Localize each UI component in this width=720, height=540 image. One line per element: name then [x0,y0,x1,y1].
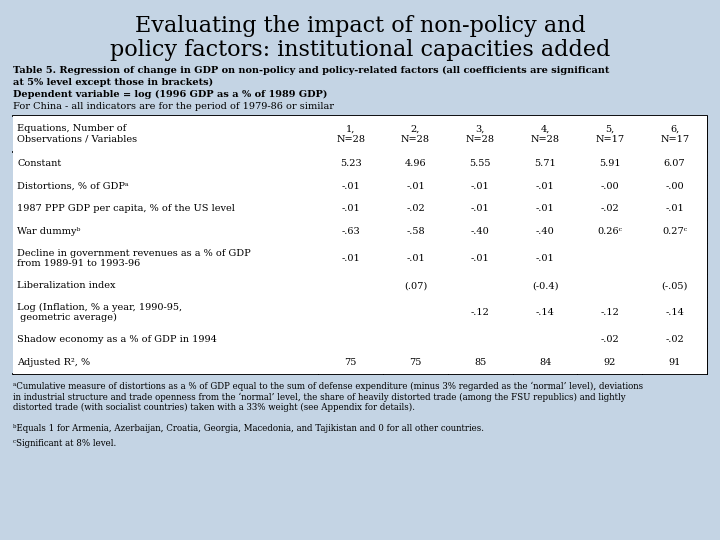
Text: Decline in government revenues as a % of GDP
from 1989-91 to 1993-96: Decline in government revenues as a % of… [17,249,251,268]
Text: 2,
N=28: 2, N=28 [401,124,430,144]
Text: -.40: -.40 [536,227,554,236]
Text: -.01: -.01 [471,205,490,213]
Text: -.00: -.00 [600,182,619,191]
Text: 3,
N=28: 3, N=28 [466,124,495,144]
Text: 85: 85 [474,358,487,367]
Text: 5.23: 5.23 [340,159,361,168]
Text: -.01: -.01 [536,254,554,263]
Text: Dependent variable = log (1996 GDP as a % of 1989 GDP): Dependent variable = log (1996 GDP as a … [13,90,328,99]
Text: -.01: -.01 [471,254,490,263]
Text: 4,
N=28: 4, N=28 [531,124,559,144]
Text: -.12: -.12 [471,308,490,317]
Text: -.02: -.02 [406,205,425,213]
Text: (-.05): (-.05) [662,281,688,290]
Text: -.02: -.02 [600,335,619,344]
Text: -.14: -.14 [536,308,554,317]
Text: -.12: -.12 [600,308,619,317]
Text: 0.27ᶜ: 0.27ᶜ [662,227,687,236]
Text: ᵇEquals 1 for Armenia, Azerbaijan, Croatia, Georgia, Macedonia, and Tajikistan a: ᵇEquals 1 for Armenia, Azerbaijan, Croat… [13,424,484,433]
Text: -.01: -.01 [341,182,360,191]
Text: -.01: -.01 [406,182,425,191]
Text: 5.71: 5.71 [534,159,556,168]
Text: Distortions, % of GDPᵃ: Distortions, % of GDPᵃ [17,182,129,191]
Text: 5.55: 5.55 [469,159,491,168]
Text: -.01: -.01 [536,205,554,213]
Text: -.40: -.40 [471,227,490,236]
Text: -.01: -.01 [341,254,360,263]
Text: 92: 92 [603,358,616,367]
Text: War dummyᵇ: War dummyᵇ [17,227,81,236]
Text: -.01: -.01 [341,205,360,213]
Text: 84: 84 [539,358,552,367]
Text: Shadow economy as a % of GDP in 1994: Shadow economy as a % of GDP in 1994 [17,335,217,344]
Text: Equations, Number of
Observations / Variables: Equations, Number of Observations / Vari… [17,124,138,144]
Text: 5,
N=17: 5, N=17 [595,124,624,144]
Text: -.01: -.01 [406,254,425,263]
Text: 75: 75 [410,358,422,367]
Text: (-0.4): (-0.4) [532,281,558,290]
Text: 1987 PPP GDP per capita, % of the US level: 1987 PPP GDP per capita, % of the US lev… [17,205,235,213]
Text: (.07): (.07) [404,281,427,290]
Text: Constant: Constant [17,159,61,168]
Text: Log (Inflation, % a year, 1990-95,
 geometric average): Log (Inflation, % a year, 1990-95, geome… [17,303,182,322]
Text: Adjusted R², %: Adjusted R², % [17,358,91,367]
Text: 4.96: 4.96 [405,159,426,168]
Text: 6.07: 6.07 [664,159,685,168]
Text: -.63: -.63 [341,227,360,236]
Text: Evaluating the impact of non-policy and: Evaluating the impact of non-policy and [135,15,585,37]
Text: -.58: -.58 [406,227,425,236]
Text: 0.26ᶜ: 0.26ᶜ [598,227,622,236]
Text: Table 5. Regression of change in GDP on non-policy and policy-related factors (a: Table 5. Regression of change in GDP on … [13,66,609,75]
Text: 91: 91 [668,358,681,367]
Text: -.14: -.14 [665,308,684,317]
Text: policy factors: institutional capacities added: policy factors: institutional capacities… [110,39,610,61]
Text: ᶜSignificant at 8% level.: ᶜSignificant at 8% level. [13,439,116,448]
Text: Liberalization index: Liberalization index [17,281,116,290]
Text: at 5% level except those in brackets): at 5% level except those in brackets) [13,78,213,87]
Text: 75: 75 [345,358,357,367]
Text: -.01: -.01 [471,182,490,191]
Text: -.00: -.00 [665,182,684,191]
Text: -.01: -.01 [665,205,684,213]
Text: -.02: -.02 [600,205,619,213]
Text: For China - all indicators are for the period of 1979-86 or similar: For China - all indicators are for the p… [13,102,334,111]
Text: 1,
N=28: 1, N=28 [336,124,365,144]
Text: 5.91: 5.91 [599,159,621,168]
Text: -.01: -.01 [536,182,554,191]
Text: 6,
N=17: 6, N=17 [660,124,689,144]
Text: -.02: -.02 [665,335,684,344]
Text: ᵃCumulative measure of distortions as a % of GDP equal to the sum of defense exp: ᵃCumulative measure of distortions as a … [13,382,643,413]
